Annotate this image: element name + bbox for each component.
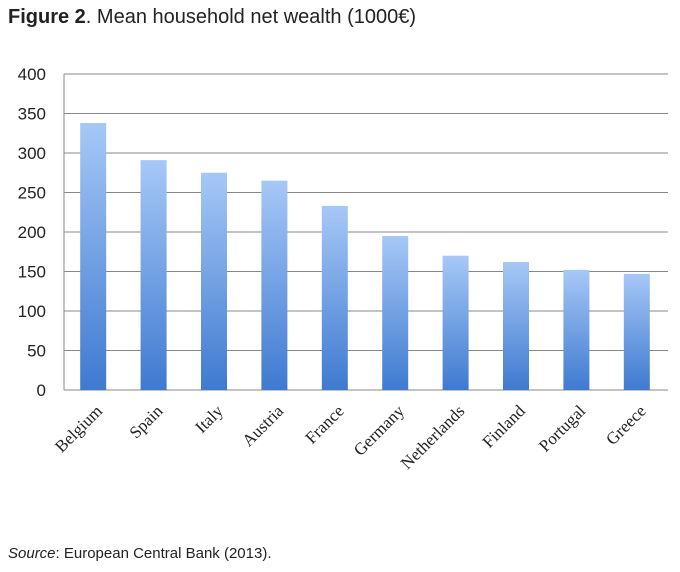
x-tick-label-italy: Italy bbox=[191, 401, 227, 437]
y-tick-label: 50 bbox=[27, 342, 46, 361]
bars bbox=[80, 122, 650, 390]
x-tick-label-portugal: Portugal bbox=[535, 401, 589, 455]
bar-finland bbox=[503, 262, 529, 390]
figure-caption: . Mean household net wealth (1000€) bbox=[85, 6, 417, 28]
y-tick-label: 150 bbox=[18, 263, 46, 282]
figure-label: Figure 2 bbox=[8, 6, 86, 28]
x-tick-label-spain: Spain bbox=[126, 401, 167, 442]
bar-portugal bbox=[563, 269, 590, 390]
source-note: Source: European Central Bank (2013). bbox=[8, 545, 272, 562]
source-text: : European Central Bank (2013). bbox=[55, 545, 272, 562]
x-tick-label-france: France bbox=[301, 401, 347, 447]
figure-title: Figure 2. Mean household net wealth (100… bbox=[8, 6, 416, 29]
source-label: Source bbox=[8, 545, 56, 562]
bar-spain bbox=[140, 160, 167, 390]
x-tick-label-greece: Greece bbox=[602, 401, 649, 448]
y-tick-label: 0 bbox=[37, 381, 46, 400]
x-tick-label-netherlands: Netherlands bbox=[397, 401, 469, 473]
y-tick-labels: 0 50 100 150 200 250 300 350 400 bbox=[18, 65, 46, 400]
y-tick-label: 200 bbox=[18, 223, 46, 242]
bar-belgium bbox=[80, 122, 107, 390]
x-tick-label-germany: Germany bbox=[350, 401, 409, 460]
bar-austria bbox=[261, 180, 288, 390]
y-tick-label: 400 bbox=[18, 65, 46, 84]
bar-chart: 0 50 100 150 200 250 300 350 400 Belgium Spain Ita… bbox=[18, 65, 668, 473]
y-tick-label: 300 bbox=[18, 144, 46, 163]
x-tick-label-belgium: Belgium bbox=[51, 401, 106, 456]
y-tick-label: 250 bbox=[18, 184, 46, 203]
bar-germany bbox=[382, 235, 409, 390]
bar-greece bbox=[623, 273, 650, 390]
x-tick-label-finland: Finland bbox=[479, 401, 530, 452]
x-tick-label-austria: Austria bbox=[238, 401, 287, 450]
y-tick-label: 350 bbox=[18, 105, 46, 124]
y-tick-label: 100 bbox=[18, 302, 46, 321]
x-tick-labels: Belgium Spain Italy Austria France GermanyNet… bbox=[51, 401, 649, 473]
bar-netherlands bbox=[442, 255, 469, 390]
bar-italy bbox=[201, 172, 227, 390]
bar-france bbox=[321, 205, 348, 390]
